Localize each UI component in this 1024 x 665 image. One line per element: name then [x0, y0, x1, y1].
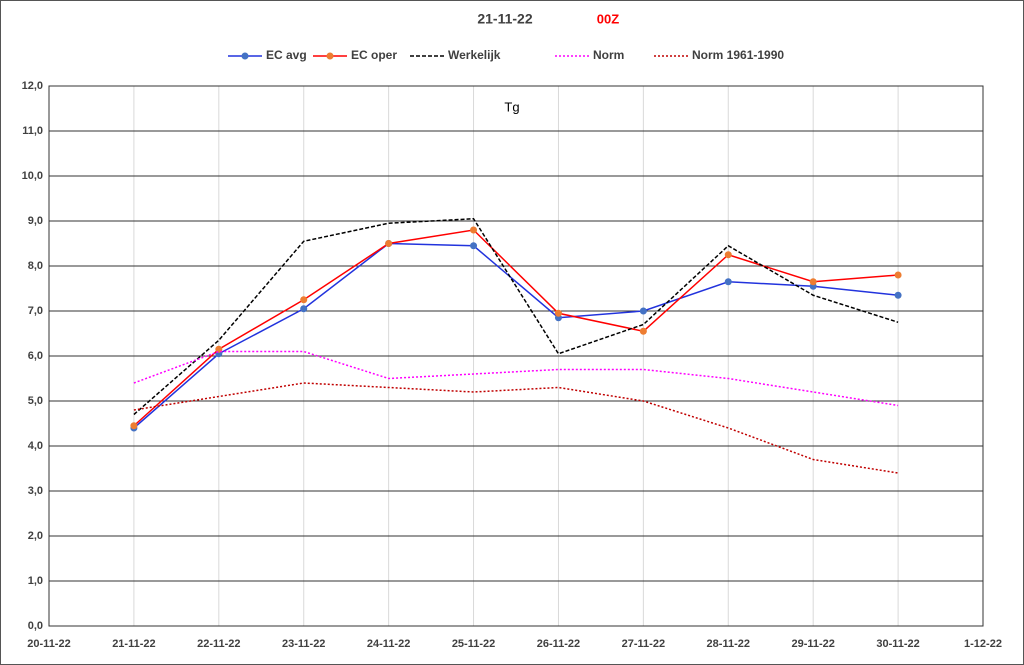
marker [300, 296, 308, 304]
x-tick-label: 1-12-22 [964, 638, 1002, 650]
x-tick-label: 26-11-22 [537, 638, 580, 650]
marker [130, 422, 138, 430]
y-tick-label: 11,0 [22, 125, 43, 137]
series-line [133, 350, 899, 407]
x-tick-label: 30-11-22 [876, 638, 919, 650]
y-tick-label: 4,0 [28, 440, 43, 452]
marker [554, 309, 562, 317]
series-line [133, 242, 899, 429]
marker [385, 240, 393, 247]
series-line [133, 382, 899, 474]
y-tick-label: 2,0 [28, 530, 43, 542]
legend-marker [241, 52, 249, 60]
marker [300, 305, 308, 313]
y-tick-label: 10,0 [22, 170, 43, 182]
chart-subtitle: 00Z [597, 11, 619, 26]
legend-label: EC avg [266, 48, 307, 62]
y-tick-label: 1,0 [28, 575, 43, 587]
x-tick-label: 29-11-22 [791, 638, 834, 650]
x-tick-label: 21-11-22 [112, 638, 155, 650]
marker [724, 278, 732, 286]
x-tick-label: 28-11-22 [707, 638, 750, 650]
marker [470, 242, 478, 250]
marker [639, 307, 647, 315]
x-tick-label: 27-11-22 [622, 638, 665, 650]
x-tick-label: 20-11-22 [27, 638, 70, 650]
legend-label: Werkelijk [448, 48, 501, 62]
marker [894, 291, 902, 299]
marker [639, 327, 647, 335]
plot-border [48, 85, 984, 627]
series-line [133, 217, 899, 416]
y-tick-label: 3,0 [28, 485, 43, 497]
legend-label: Norm 1961-1990 [692, 48, 784, 62]
chart-title: 21-11-22 [477, 11, 532, 27]
legend-label: EC oper [351, 48, 397, 62]
y-tick-label: 8,0 [28, 260, 43, 272]
series-line [133, 229, 899, 427]
x-tick-label: 25-11-22 [452, 638, 495, 650]
y-tick-label: 5,0 [28, 395, 43, 407]
annotation: Tg [504, 99, 519, 114]
marker [724, 251, 732, 259]
legend-label: Norm [593, 48, 624, 62]
y-tick-label: 12,0 [22, 80, 43, 92]
x-tick-label: 22-11-22 [197, 638, 240, 650]
marker [894, 271, 902, 279]
legend-marker [326, 52, 334, 60]
x-tick-label: 23-11-22 [282, 638, 325, 650]
marker [470, 226, 478, 234]
y-tick-label: 0,0 [28, 620, 43, 632]
y-tick-label: 9,0 [28, 215, 43, 227]
y-tick-label: 7,0 [28, 305, 43, 317]
x-tick-label: 24-11-22 [367, 638, 410, 650]
y-tick-label: 6,0 [28, 350, 43, 362]
marker [809, 278, 817, 286]
